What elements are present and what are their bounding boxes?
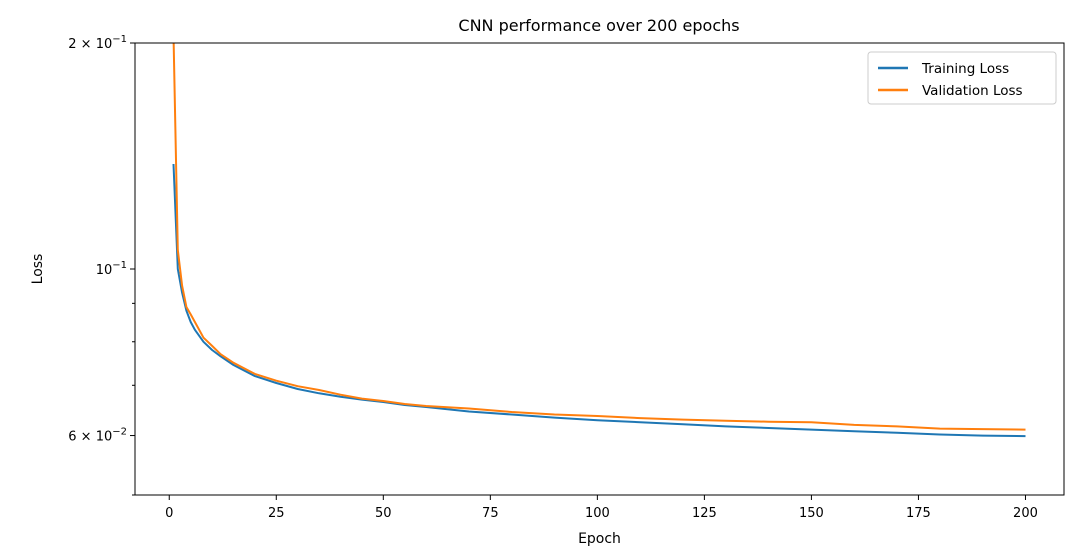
legend: Training Loss Validation Loss bbox=[867, 51, 1057, 105]
x-axis: 0 25 50 75 100 125 150 175 200 bbox=[165, 495, 1038, 521]
legend-label: Validation Loss bbox=[922, 83, 1023, 99]
series-line-validation-loss bbox=[172, 43, 1026, 431]
y-tick-label: 6 × 10−2 bbox=[68, 427, 127, 445]
x-tick-label: 25 bbox=[268, 506, 285, 521]
legend-label: Training Loss bbox=[921, 61, 1009, 77]
x-tick-label: 50 bbox=[375, 506, 392, 521]
series-line-training-loss bbox=[172, 163, 1026, 438]
y-axis-label: Loss bbox=[30, 254, 46, 285]
plot-area bbox=[172, 43, 1026, 438]
x-tick-label: 175 bbox=[906, 506, 931, 521]
y-tick-label: 2 × 10−1 bbox=[68, 34, 127, 52]
x-tick-label: 0 bbox=[165, 506, 173, 521]
x-tick-label: 100 bbox=[585, 506, 610, 521]
x-axis-label: Epoch bbox=[578, 531, 621, 547]
x-tick-label: 125 bbox=[692, 506, 717, 521]
x-tick-label: 200 bbox=[1013, 506, 1038, 521]
chart-title: CNN performance over 200 epochs bbox=[458, 16, 739, 35]
y-axis: 2 × 10−1 10−1 6 × 10−2 bbox=[68, 34, 135, 496]
x-tick-label: 75 bbox=[482, 506, 499, 521]
y-tick-label: 10−1 bbox=[96, 260, 127, 278]
x-tick-label: 150 bbox=[799, 506, 824, 521]
legend-box bbox=[867, 51, 1057, 105]
